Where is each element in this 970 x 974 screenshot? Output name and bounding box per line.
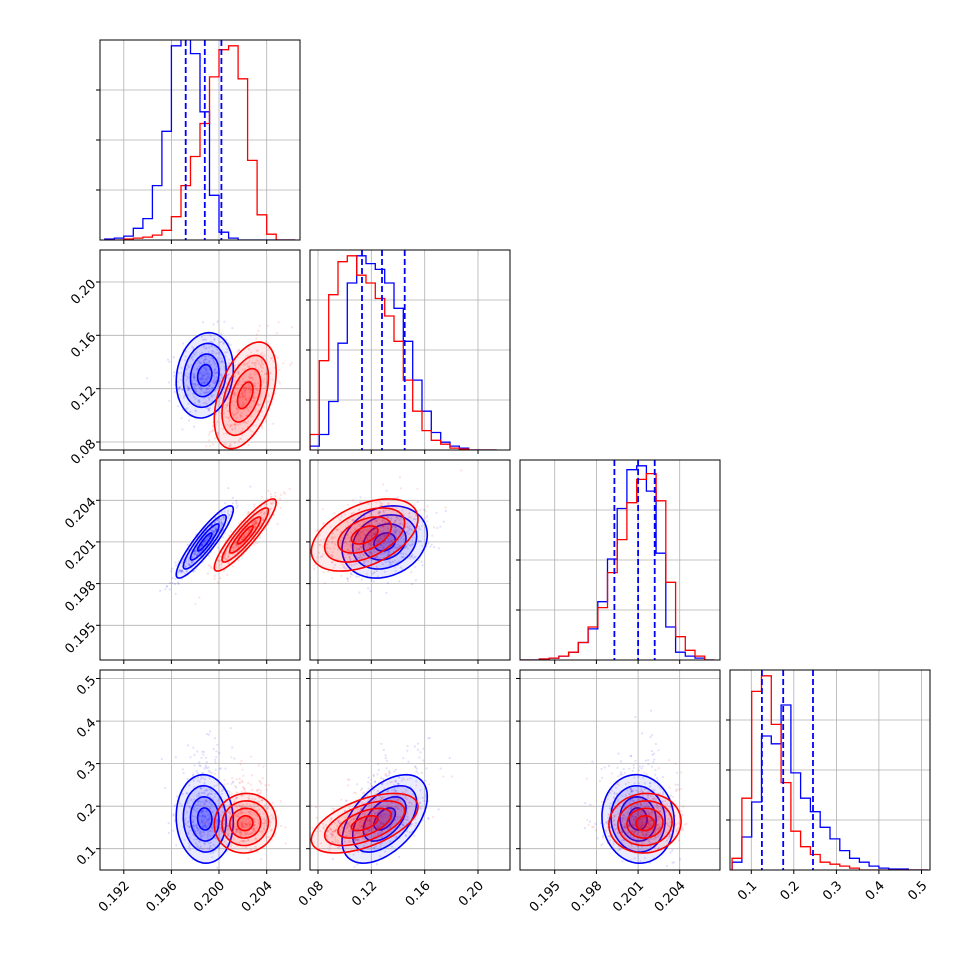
ytick-label-1-1: 0.12 (68, 383, 99, 414)
xtick-label-0-0: 0.192 (96, 878, 133, 915)
xtick-label-3-4: 0.5 (905, 878, 930, 903)
xtick-label-0-2: 0.200 (191, 878, 228, 915)
xtick-label-2-1: 0.198 (569, 878, 606, 915)
hist-panel-3: 0.1 0.2 0.3 0.4 0.5 (726, 670, 931, 904)
hist-panel-0 (96, 25, 300, 245)
scatter-panel-3-0: 0.1 0.2 0.3 0.4 0.5 0.192 0.196 0.200 0.204 (74, 670, 300, 915)
hist-red-2 (520, 474, 714, 660)
ytick-label-3-3: 0.4 (74, 716, 99, 741)
xtick-label-3-2: 0.3 (820, 878, 845, 903)
ytick-label-2-3: 0.204 (62, 495, 99, 532)
xtick-label-2-3: 0.204 (652, 878, 689, 915)
xtick-label-3-3: 0.4 (863, 878, 888, 903)
scatter-panel-1-0: 0.08 0.12 0.16 0.20 (68, 250, 300, 494)
ytick-label-3-4: 0.5 (74, 673, 99, 698)
ytick-label-1-0: 0.08 (68, 437, 99, 468)
ytick-label-2-0: 0.195 (62, 620, 99, 657)
ytick-label-1-3: 0.20 (68, 277, 99, 308)
xtick-label-1-0: 0.08 (296, 878, 327, 909)
xtick-label-2-0: 0.195 (527, 878, 564, 915)
xtick-label-1-2: 0.16 (403, 878, 434, 909)
xtick-label-3-0: 0.1 (735, 878, 760, 903)
xtick-label-3-1: 0.2 (778, 878, 803, 903)
hist-panel-1 (306, 250, 510, 454)
scatter-panel-3-1: 0.08 0.12 0.16 0.20 (282, 670, 510, 910)
ytick-label-2-2: 0.201 (62, 537, 99, 574)
xtick-label-1-1: 0.12 (349, 878, 380, 909)
ytick-label-1-2: 0.16 (68, 330, 99, 361)
xtick-label-0-1: 0.196 (144, 878, 181, 915)
ytick-label-3-0: 0.1 (74, 843, 99, 868)
scatter-panel-2-0: 0.195 0.198 0.201 0.204 (62, 460, 300, 664)
hist-panel-2 (516, 460, 720, 664)
xtick-label-2-2: 0.201 (610, 878, 647, 915)
xtick-label-0-3: 0.204 (239, 878, 276, 915)
xtick-label-1-3: 0.20 (456, 878, 487, 909)
scatter-panel-2-1 (278, 460, 510, 664)
ytick-label-2-1: 0.198 (62, 578, 99, 615)
ytick-label-3-2: 0.3 (74, 758, 99, 783)
ytick-label-3-1: 0.2 (74, 801, 99, 826)
